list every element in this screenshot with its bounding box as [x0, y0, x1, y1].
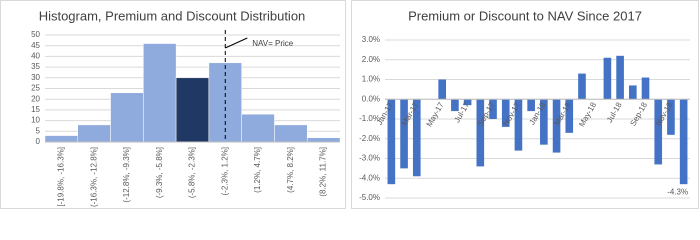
bar [679, 99, 688, 185]
panel-border [0, 0, 346, 209]
bar [463, 99, 472, 106]
x-tick-label: (4.7%, 8.2%] [286, 147, 295, 193]
chart-title: Histogram, Premium and Discount Distribu… [39, 8, 306, 23]
bar [501, 99, 510, 127]
bar [110, 92, 144, 143]
bar [175, 77, 210, 143]
bar [400, 99, 408, 169]
x-tick-label: (-5.8%, -2.3%] [188, 147, 197, 198]
bar [143, 43, 177, 143]
y-tick-label: 40 [31, 52, 40, 61]
chart-title: Premium or Discount to NAV Since 2017 [408, 8, 642, 23]
x-tick-label: May-17 [425, 100, 446, 128]
x-tick-label: (-16.3%, -12.8%] [89, 147, 98, 207]
y-tick-label: -4.0% [359, 173, 380, 182]
bar [667, 99, 675, 135]
y-tick-label: 10 [31, 116, 40, 125]
bar [578, 73, 586, 100]
y-tick-label: 50 [31, 30, 40, 39]
bar [616, 55, 624, 100]
y-tick-label: 5 [36, 126, 41, 135]
y-tick-label: 0 [36, 137, 41, 146]
x-tick-label: (1.2%, 4.7%] [253, 147, 262, 193]
y-tick-label: 20 [31, 94, 40, 103]
y-tick-label: 3.0% [362, 35, 380, 44]
bar [476, 99, 485, 167]
bar [540, 99, 548, 145]
page: {"chart_data": [ {"type": "histogram", "… [0, 0, 700, 210]
bar [641, 77, 650, 100]
y-tick-label: 0.0% [362, 94, 380, 103]
bar [387, 99, 396, 185]
x-tick-label: (8.2%, 11.7%] [319, 147, 328, 197]
x-tick-label: Jul-18 [605, 100, 624, 124]
bar [489, 99, 497, 119]
bar [565, 99, 574, 133]
x-tick-label: (-12.8%, -9.3%] [122, 147, 131, 203]
annotation: NAV= Price [252, 39, 294, 48]
y-tick-label: -2.0% [359, 134, 380, 143]
bar [527, 99, 535, 112]
x-tick-label: May-18 [577, 100, 598, 128]
bar [438, 79, 446, 100]
y-tick-label: 30 [31, 73, 40, 82]
bar [514, 99, 523, 151]
bar [654, 99, 663, 165]
bar [274, 124, 308, 143]
bar [629, 85, 637, 100]
x-tick-label: [-19.8%, -16.3%] [56, 147, 65, 207]
charts: Histogram, Premium and Discount Distribu… [0, 0, 699, 209]
bar [412, 99, 421, 177]
y-tick-label: 2.0% [362, 55, 380, 64]
annotation-pointer [225, 37, 248, 49]
x-tick-label: Sep-18 [628, 100, 649, 127]
x-tick-label: (-9.3%, -5.8%] [155, 147, 164, 198]
y-tick-label: -3.0% [359, 154, 380, 163]
bar [603, 57, 612, 100]
y-tick-label: 35 [31, 62, 40, 71]
y-tick-label: 45 [31, 41, 40, 50]
y-tick-label: 15 [31, 105, 40, 114]
x-tick-label: (-2.3%, 1.2%] [220, 147, 229, 195]
bar [77, 124, 111, 143]
y-tick-label: 25 [31, 84, 40, 93]
panel-border [351, 0, 699, 209]
bar [552, 99, 561, 153]
y-tick-label: 1.0% [362, 75, 380, 84]
value-label: -4.3% [667, 187, 688, 196]
bar [44, 135, 79, 143]
y-tick-label: -5.0% [359, 193, 380, 202]
bar [241, 113, 275, 143]
bar [306, 137, 341, 143]
y-tick-label: -1.0% [359, 114, 380, 123]
bar [451, 99, 459, 112]
